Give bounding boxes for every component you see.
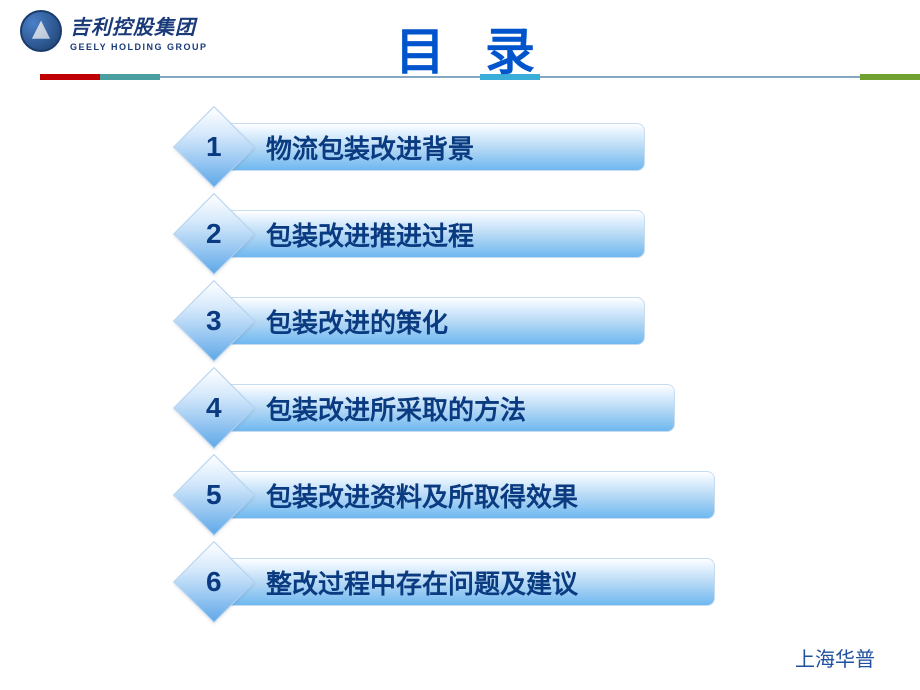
footer-text: 上海华普	[795, 643, 875, 672]
company-logo-icon	[20, 10, 62, 52]
toc-number-diamond: 3	[173, 280, 255, 362]
toc-item: 3 包装改进的策化	[185, 289, 920, 353]
slide-header: 吉利控股集团 GEELY HOLDING GROUP 目录	[0, 0, 920, 52]
toc-item: 5 包装改进资料及所取得效果	[185, 463, 920, 527]
toc-label: 整改过程中存在问题及建议	[215, 558, 715, 606]
logo-area: 吉利控股集团 GEELY HOLDING GROUP	[20, 10, 208, 52]
toc-label: 包装改进推进过程	[215, 210, 645, 258]
toc-number: 5	[206, 479, 222, 511]
toc-label: 包装改进所采取的方法	[215, 384, 675, 432]
company-name-cn: 吉利控股集团	[70, 11, 208, 40]
toc-item: 2 包装改进推进过程	[185, 202, 920, 266]
company-name-en: GEELY HOLDING GROUP	[70, 42, 208, 52]
toc-list: 1 物流包装改进背景 2 包装改进推进过程 3 包装改进的策化 4 包装改进所采…	[0, 115, 920, 614]
toc-number: 3	[206, 305, 222, 337]
toc-number: 2	[206, 218, 222, 250]
toc-number-diamond: 6	[173, 541, 255, 623]
toc-label: 包装改进的策化	[215, 297, 645, 345]
toc-number-diamond: 5	[173, 454, 255, 536]
toc-number: 4	[206, 392, 222, 424]
toc-number-diamond: 1	[173, 106, 255, 188]
toc-number: 6	[206, 566, 222, 598]
company-name-block: 吉利控股集团 GEELY HOLDING GROUP	[70, 11, 208, 52]
toc-number-diamond: 4	[173, 367, 255, 449]
toc-number: 1	[206, 131, 222, 163]
toc-label: 包装改进资料及所取得效果	[215, 471, 715, 519]
decorative-color-bar	[0, 74, 920, 80]
toc-number-diamond: 2	[173, 193, 255, 275]
toc-label: 物流包装改进背景	[215, 123, 645, 171]
toc-item: 6 整改过程中存在问题及建议	[185, 550, 920, 614]
toc-item: 4 包装改进所采取的方法	[185, 376, 920, 440]
toc-item: 1 物流包装改进背景	[185, 115, 920, 179]
